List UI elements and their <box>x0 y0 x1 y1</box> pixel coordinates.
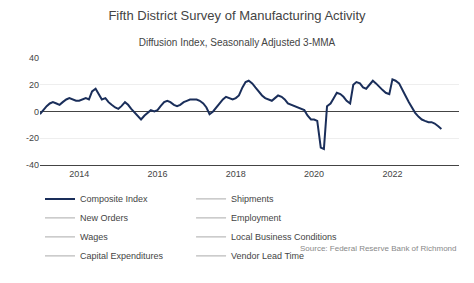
svg-text:Vendor Lead Time: Vendor Lead Time <box>231 251 304 261</box>
svg-text:2014: 2014 <box>69 169 89 179</box>
svg-text:2016: 2016 <box>147 169 167 179</box>
svg-text:Local Business Conditions: Local Business Conditions <box>231 232 337 242</box>
svg-text:-40: -40 <box>26 160 39 170</box>
svg-text:Shipments: Shipments <box>231 194 274 204</box>
svg-text:40: 40 <box>29 53 39 63</box>
svg-text:New Orders: New Orders <box>80 213 129 223</box>
svg-text:Fifth District Survey of Manuf: Fifth District Survey of Manufacturing A… <box>108 8 366 23</box>
svg-text:0: 0 <box>34 107 39 117</box>
svg-text:Composite Index: Composite Index <box>80 194 148 204</box>
svg-text:20: 20 <box>29 80 39 90</box>
svg-text:Capital Expenditures: Capital Expenditures <box>80 251 164 261</box>
svg-text:Wages: Wages <box>80 232 108 242</box>
svg-text:Diffusion Index, Seasonally Ad: Diffusion Index, Seasonally Adjusted 3-M… <box>139 37 336 48</box>
svg-text:Source: Federal Reserve Bank o: Source: Federal Reserve Bank of Richmond <box>300 244 457 253</box>
svg-text:2020: 2020 <box>304 169 324 179</box>
svg-text:2022: 2022 <box>382 169 402 179</box>
svg-text:2018: 2018 <box>226 169 246 179</box>
svg-text:-20: -20 <box>26 133 39 143</box>
svg-text:Employment: Employment <box>231 213 282 223</box>
